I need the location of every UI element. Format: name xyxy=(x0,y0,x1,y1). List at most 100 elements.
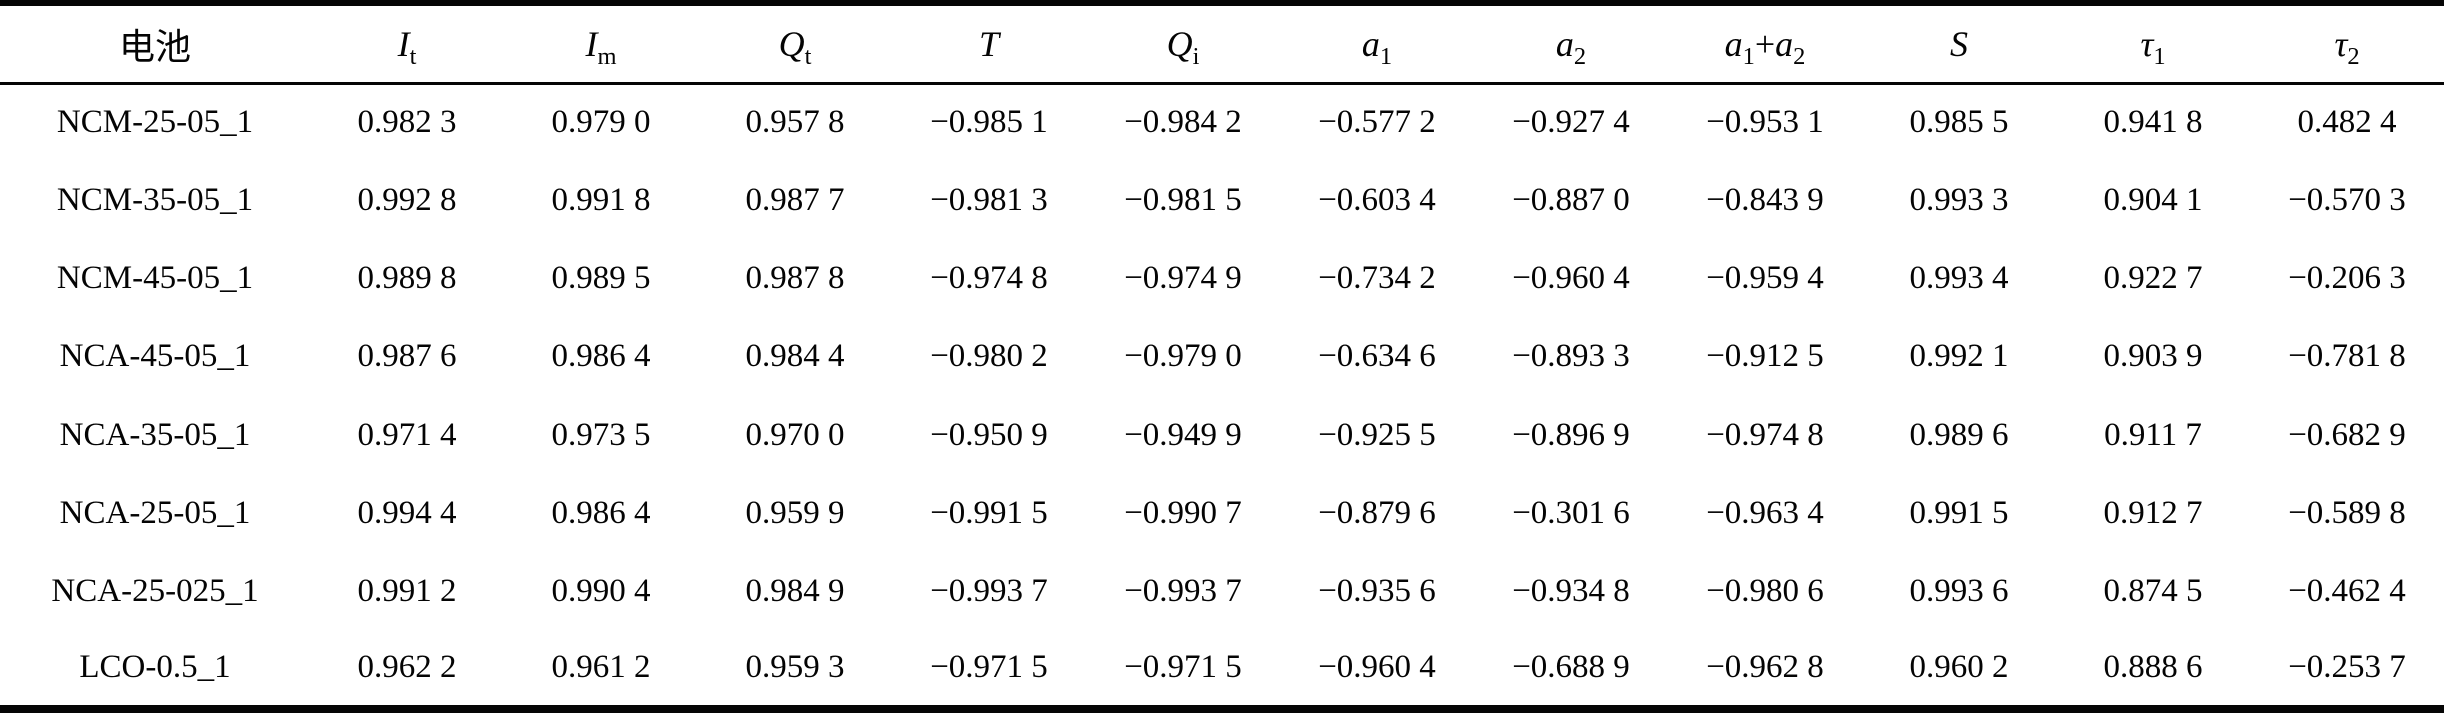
value-cell-a-1: −0.734 2 xyxy=(1318,260,1436,297)
header-cell-a-2: a2 xyxy=(1474,3,1668,85)
value-cell-Q-i: −0.971 5 xyxy=(1124,649,1242,686)
value-cell-tau-1: 0.874 5 xyxy=(2103,573,2203,610)
header-cell-a-1-plus-a-2: a1+a2 xyxy=(1668,3,1862,85)
battery-name-cell: NCM-35-05_1 xyxy=(56,181,254,218)
value-cell-a-2: −0.896 9 xyxy=(1512,416,1630,453)
value-cell-Q-t: 0.984 4 xyxy=(745,338,845,375)
value-cell-Q-t: 0.984 9 xyxy=(745,573,845,610)
value-cell-tau-1: 0.941 8 xyxy=(2103,104,2203,141)
header-cell-Q-i: Qi xyxy=(1086,3,1280,85)
value-cell-tau-1: 0.888 6 xyxy=(2103,649,2203,686)
value-cell-I-m: 0.991 8 xyxy=(551,181,651,218)
value-cell-Q-i: −0.984 2 xyxy=(1124,104,1242,141)
value-cell-tau-2: −0.589 8 xyxy=(2288,494,2406,531)
header-cell-I-m: Im xyxy=(504,3,698,85)
value-cell-a-2: −0.934 8 xyxy=(1512,573,1630,610)
value-cell-tau-2: −0.462 4 xyxy=(2288,573,2406,610)
table-row: NCA-35-05_1 0.971 4 0.973 5 0.970 0 −0.950 9… xyxy=(0,396,2444,474)
value-cell-a-1-plus-a-2: −0.974 8 xyxy=(1706,416,1824,453)
value-cell-T: −0.971 5 xyxy=(930,649,1048,686)
value-cell-a-1-plus-a-2: −0.980 6 xyxy=(1706,573,1824,610)
table-row: NCA-25-025_1 0.991 2 0.990 4 0.984 9 −0.993 … xyxy=(0,553,2444,631)
table-row: NCA-25-05_1 0.994 4 0.986 4 0.959 9 −0.991 5… xyxy=(0,474,2444,552)
value-cell-Q-t: 0.987 8 xyxy=(745,260,845,297)
header-cell-I-t: It xyxy=(310,3,504,85)
value-cell-a-2: −0.927 4 xyxy=(1512,104,1630,141)
value-cell-S: 0.985 5 xyxy=(1909,104,2009,141)
value-cell-T: −0.985 1 xyxy=(930,104,1048,141)
value-cell-tau-1: 0.903 9 xyxy=(2103,338,2203,375)
value-cell-a-2: −0.893 3 xyxy=(1512,338,1630,375)
value-cell-T: −0.981 3 xyxy=(930,181,1048,218)
value-cell-T: −0.950 9 xyxy=(930,416,1048,453)
value-cell-Q-t: 0.959 3 xyxy=(745,649,845,686)
value-cell-Q-i: −0.993 7 xyxy=(1124,573,1242,610)
value-cell-I-t: 0.987 6 xyxy=(357,338,457,375)
header-cell-T: T xyxy=(892,3,1086,85)
value-cell-Q-t: 0.970 0 xyxy=(745,416,845,453)
battery-name-cell: NCM-25-05_1 xyxy=(56,104,254,141)
value-cell-tau-1: 0.922 7 xyxy=(2103,260,2203,297)
value-cell-S: 0.991 5 xyxy=(1909,494,2009,531)
value-cell-a-1: −0.603 4 xyxy=(1318,181,1436,218)
table-row: NCM-25-05_1 0.982 3 0.979 0 0.957 8 −0.985 1… xyxy=(0,83,2444,161)
battery-name-cell: NCA-25-05_1 xyxy=(59,494,251,531)
value-cell-I-t: 0.994 4 xyxy=(357,494,457,531)
value-cell-I-t: 0.971 4 xyxy=(357,416,457,453)
value-cell-a-1: −0.634 6 xyxy=(1318,338,1436,375)
value-cell-a-1: −0.577 2 xyxy=(1318,104,1436,141)
header-cell-battery: 电池 xyxy=(0,3,310,85)
battery-name-cell: NCA-35-05_1 xyxy=(59,416,251,453)
value-cell-a-2: −0.960 4 xyxy=(1512,260,1630,297)
value-cell-I-t: 0.982 3 xyxy=(357,104,457,141)
value-cell-Q-t: 0.987 7 xyxy=(745,181,845,218)
value-cell-a-1-plus-a-2: −0.953 1 xyxy=(1706,104,1824,141)
value-cell-Q-t: 0.957 8 xyxy=(745,104,845,141)
table-row: NCM-45-05_1 0.989 8 0.989 5 0.987 8 −0.974 8… xyxy=(0,240,2444,318)
value-cell-a-2: −0.301 6 xyxy=(1512,494,1630,531)
value-cell-a-1-plus-a-2: −0.843 9 xyxy=(1706,181,1824,218)
value-cell-I-t: 0.992 8 xyxy=(357,181,457,218)
header-cell-S: S xyxy=(1862,3,2056,85)
value-cell-a-1-plus-a-2: −0.962 8 xyxy=(1706,649,1824,686)
value-cell-S: 0.993 6 xyxy=(1909,573,2009,610)
value-cell-T: −0.974 8 xyxy=(930,260,1048,297)
value-cell-Q-i: −0.979 0 xyxy=(1124,338,1242,375)
table-body: NCM-25-05_1 0.982 3 0.979 0 0.957 8 −0.985 1… xyxy=(0,83,2444,709)
value-cell-I-m: 0.990 4 xyxy=(551,573,651,610)
value-cell-Q-t: 0.959 9 xyxy=(745,494,845,531)
value-cell-S: 0.960 2 xyxy=(1909,649,2009,686)
value-cell-I-m: 0.979 0 xyxy=(551,104,651,141)
header-cell-Q-t: Qt xyxy=(698,3,892,85)
value-cell-a-1: −0.879 6 xyxy=(1318,494,1436,531)
battery-name-cell: NCA-45-05_1 xyxy=(59,338,251,375)
value-cell-a-2: −0.887 0 xyxy=(1512,181,1630,218)
value-cell-T: −0.980 2 xyxy=(930,338,1048,375)
value-cell-S: 0.993 4 xyxy=(1909,260,2009,297)
value-cell-T: −0.993 7 xyxy=(930,573,1048,610)
table-row: NCM-35-05_1 0.992 8 0.991 8 0.987 7 −0.981 3… xyxy=(0,161,2444,239)
value-cell-T: −0.991 5 xyxy=(930,494,1048,531)
value-cell-I-t: 0.989 8 xyxy=(357,260,457,297)
battery-name-cell: NCA-25-025_1 xyxy=(51,573,259,610)
value-cell-S: 0.992 1 xyxy=(1909,338,2009,375)
value-cell-S: 0.989 6 xyxy=(1909,416,2009,453)
value-cell-a-1-plus-a-2: −0.963 4 xyxy=(1706,494,1824,531)
value-cell-tau-2: −0.781 8 xyxy=(2288,338,2406,375)
table-row: LCO-0.5_1 0.962 2 0.961 2 0.959 3 −0.971 5 −0… xyxy=(0,631,2444,709)
value-cell-tau-1: 0.904 1 xyxy=(2103,181,2203,218)
value-cell-I-m: 0.961 2 xyxy=(551,649,651,686)
value-cell-a-1: −0.925 5 xyxy=(1318,416,1436,453)
value-cell-a-1: −0.935 6 xyxy=(1318,573,1436,610)
header-cell-tau-1: τ1 xyxy=(2056,3,2250,85)
value-cell-tau-2: −0.570 3 xyxy=(2288,181,2406,218)
value-cell-tau-1: 0.912 7 xyxy=(2103,494,2203,531)
value-cell-tau-2: −0.206 3 xyxy=(2288,260,2406,297)
value-cell-Q-i: −0.981 5 xyxy=(1124,181,1242,218)
value-cell-a-1-plus-a-2: −0.959 4 xyxy=(1706,260,1824,297)
value-cell-I-m: 0.989 5 xyxy=(551,260,651,297)
